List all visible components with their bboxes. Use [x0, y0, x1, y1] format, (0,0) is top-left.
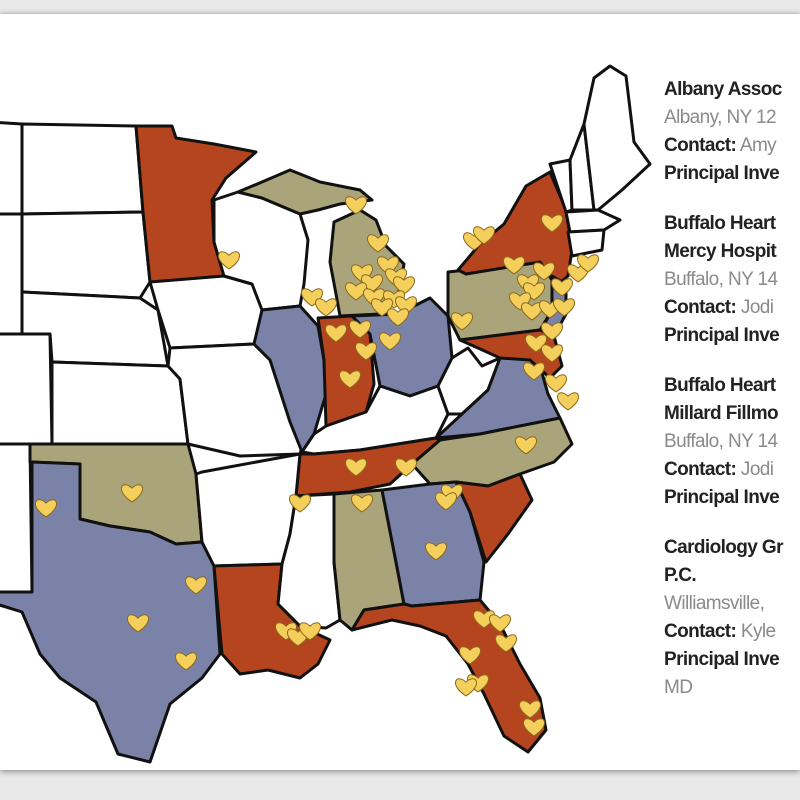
heart-icon[interactable] [451, 312, 473, 331]
location-contact: Contact: Jodi [664, 459, 774, 480]
marker-layer [35, 196, 599, 737]
screenshot-frame: Albany Assoc Albany, NY 12 Contact: Amy Pri… [0, 14, 800, 770]
location-name[interactable]: Mercy Hospit [664, 241, 777, 262]
heart-icon[interactable] [367, 234, 389, 253]
location-address: Buffalo, NY 14 [664, 431, 778, 452]
heart-icon[interactable] [541, 344, 563, 363]
heart-icon[interactable] [121, 484, 143, 503]
state-massachusetts[interactable] [564, 208, 622, 234]
state-south-carolina[interactable] [454, 472, 534, 564]
location-address: Buffalo, NY 14 [664, 269, 778, 290]
location-principal-investigator: Principal Inve [664, 649, 780, 670]
location-entry[interactable]: Albany Assoc Albany, NY 12 Contact: Amy Pri… [664, 76, 800, 188]
state-wyoming[interactable] [0, 212, 24, 336]
state-florida[interactable] [350, 598, 548, 754]
state-kansas[interactable] [50, 360, 190, 446]
location-name[interactable]: Cardiology Gr [664, 537, 783, 558]
location-pi-suffix: MD [664, 677, 693, 698]
heart-icon[interactable] [541, 322, 563, 341]
heart-icon[interactable] [393, 276, 415, 295]
heart-icon[interactable] [523, 718, 545, 737]
heart-icon[interactable] [35, 499, 57, 518]
heart-icon[interactable] [545, 374, 567, 393]
heart-icon[interactable] [455, 678, 477, 697]
location-contact: Contact: Kyle [664, 621, 776, 642]
us-map [0, 64, 652, 764]
heart-icon[interactable] [345, 458, 367, 477]
location-entry[interactable]: Buffalo Heart Millard Fillmo Buffalo, NY 1… [664, 372, 800, 512]
location-principal-investigator: Principal Inve [664, 163, 780, 184]
heart-icon[interactable] [127, 614, 149, 633]
heart-icon[interactable] [425, 542, 447, 561]
heart-icon[interactable] [557, 392, 579, 411]
location-contact: Contact: Jodi [664, 297, 774, 318]
location-list: Albany Assoc Albany, NY 12 Contact: Amy Pri… [664, 76, 800, 724]
state-maine[interactable] [582, 64, 652, 212]
heart-icon[interactable] [553, 298, 575, 317]
location-principal-investigator: Principal Inve [664, 487, 780, 508]
heart-icon[interactable] [533, 262, 555, 281]
heart-icon[interactable] [551, 278, 573, 297]
heart-icon[interactable] [435, 492, 457, 511]
heart-icon[interactable] [503, 256, 525, 275]
heart-icon[interactable] [395, 458, 417, 477]
location-principal-investigator: Principal Inve [664, 325, 780, 346]
heart-icon[interactable] [218, 251, 240, 270]
state-michigan-upper[interactable] [236, 168, 374, 216]
heart-icon[interactable] [459, 646, 481, 665]
heart-icon[interactable] [355, 342, 377, 361]
heart-icon[interactable] [473, 226, 495, 245]
state-montana[interactable] [0, 121, 24, 216]
heart-icon[interactable] [299, 622, 321, 641]
state-connecticut-ri[interactable] [566, 228, 606, 258]
location-name[interactable]: Albany Assoc [664, 79, 782, 100]
heart-icon[interactable] [325, 324, 347, 343]
heart-icon[interactable] [185, 576, 207, 595]
heart-icon[interactable] [567, 264, 589, 283]
state-colorado[interactable] [0, 332, 54, 446]
location-name[interactable]: Buffalo Heart [664, 213, 776, 234]
location-address: Williamsville, [664, 593, 765, 614]
heart-icon[interactable] [351, 494, 373, 513]
heart-icon[interactable] [315, 298, 337, 317]
location-name[interactable]: Buffalo Heart [664, 375, 776, 396]
heart-icon[interactable] [519, 700, 541, 719]
location-name[interactable]: P.C. [664, 565, 697, 586]
heart-icon[interactable] [349, 320, 371, 339]
state-north-dakota[interactable] [20, 122, 145, 216]
heart-icon[interactable] [289, 494, 311, 513]
state-texas[interactable] [0, 460, 222, 764]
location-address: Albany, NY 12 [664, 107, 777, 128]
heart-icon[interactable] [379, 332, 401, 351]
state-iowa[interactable] [148, 274, 270, 350]
heart-icon[interactable] [175, 652, 197, 671]
state-kentucky[interactable] [300, 384, 450, 456]
heart-icon[interactable] [541, 214, 563, 233]
heart-icon[interactable] [523, 362, 545, 381]
location-contact: Contact: Amy [664, 135, 777, 156]
heart-icon[interactable] [495, 634, 517, 653]
location-entry[interactable]: Cardiology Gr P.C. Williamsville, Contact: … [664, 534, 800, 702]
heart-icon[interactable] [387, 308, 409, 327]
state-new-mexico[interactable] [0, 442, 34, 594]
heart-icon[interactable] [339, 370, 361, 389]
heart-icon[interactable] [489, 614, 511, 633]
heart-icon[interactable] [345, 196, 367, 215]
location-entry[interactable]: Buffalo Heart Mercy Hospit Buffalo, NY 14 C… [664, 210, 800, 350]
state-south-dakota[interactable] [20, 210, 152, 300]
location-name[interactable]: Millard Fillmo [664, 403, 779, 424]
heart-icon[interactable] [577, 254, 599, 273]
heart-icon[interactable] [515, 436, 537, 455]
